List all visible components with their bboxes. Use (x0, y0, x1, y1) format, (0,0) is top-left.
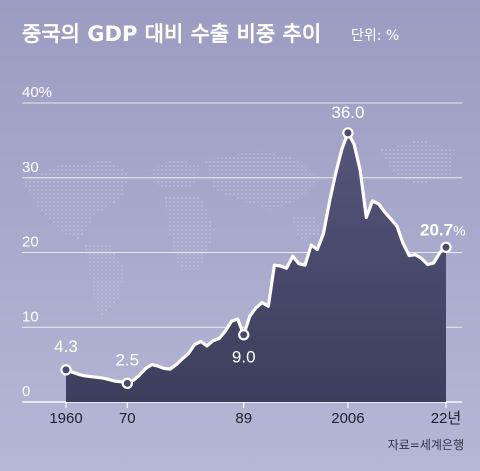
unit-label: 단위: % (351, 28, 399, 44)
chart-title: 중국의 GDP 대비 수출 비중 추이 (22, 22, 321, 46)
data-label: 36.0 (331, 103, 364, 122)
data-point-marker (342, 127, 354, 139)
x-axis-ticks: 1960 70 89 2006 22년 (49, 402, 461, 427)
x-tick-label: 22년 (431, 410, 462, 427)
data-label: 20.7% (420, 220, 466, 239)
y-axis-ticks: 0 10 20 30 40% (22, 84, 52, 400)
y-tick-label: 10 (22, 308, 39, 325)
y-tick-label: 40% (22, 84, 52, 101)
data-label: 9.0 (232, 348, 256, 367)
data-point-marker (60, 364, 72, 376)
data-point-marker (121, 377, 133, 390)
world-map-background (22, 140, 455, 320)
y-tick-label: 20 (22, 234, 39, 251)
data-point-marker (440, 241, 452, 253)
x-tick-label: 1960 (49, 410, 82, 427)
data-label: 4.3 (54, 337, 78, 356)
source-label: 자료=세계은행 (388, 437, 464, 452)
data-point-marker (238, 329, 250, 341)
x-tick-label: 70 (119, 410, 136, 427)
x-tick-label: 2006 (331, 410, 364, 427)
data-area (66, 132, 446, 402)
series-area (66, 132, 446, 402)
data-markers: 4.3 2.5 9.0 36.0 20.7% (54, 103, 466, 390)
y-tick-label: 30 (22, 159, 39, 176)
y-tick-label: 0 (22, 383, 30, 400)
data-label-unit: % (453, 222, 465, 238)
data-label: 2.5 (115, 350, 139, 369)
x-tick-label: 89 (235, 410, 252, 427)
